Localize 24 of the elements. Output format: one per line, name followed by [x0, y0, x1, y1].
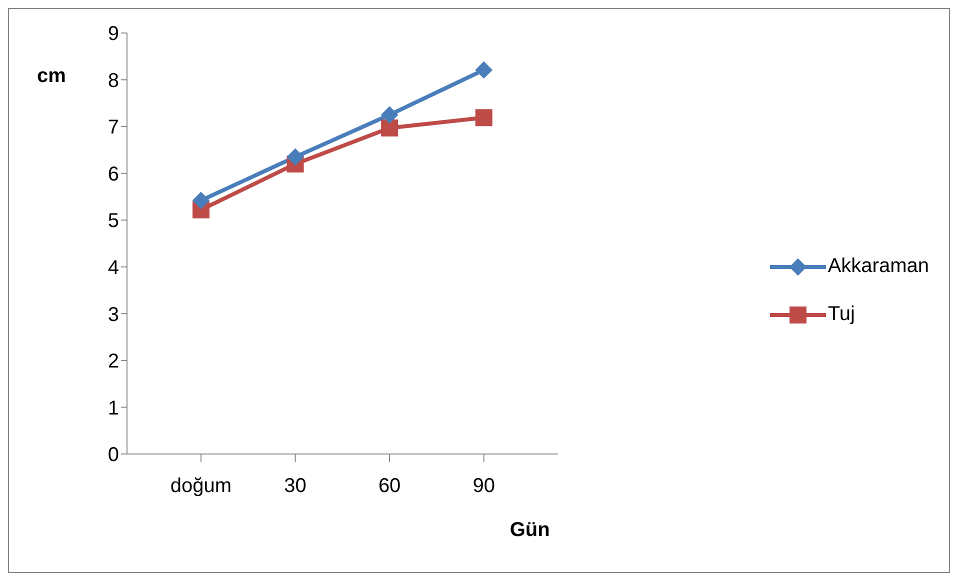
y-tick-label: 8: [108, 70, 119, 92]
y-axis-title: cm: [37, 65, 66, 88]
point: [381, 106, 398, 124]
legend-label: Tuj: [828, 303, 855, 326]
y-tick-label: 6: [108, 163, 119, 186]
y-tick-label: 2: [108, 350, 119, 373]
y-tick-label: 0: [108, 444, 119, 466]
y-tick-label: 3: [108, 304, 119, 326]
y-tick-label: 9: [108, 23, 119, 46]
x-tick-label: 90: [472, 475, 495, 498]
y-tick-label: 5: [108, 210, 119, 232]
x-tick-label: doğum: [170, 475, 232, 498]
x-tick-label: 60: [378, 475, 401, 498]
y-tick-label: 4: [108, 256, 119, 279]
point: [475, 61, 492, 78]
point: [475, 109, 492, 126]
x-tick-label: 30: [284, 475, 306, 498]
y-tick-label: 1: [108, 397, 119, 420]
legend-label: Akkaraman: [828, 255, 929, 278]
x-axis-title: Gün: [510, 519, 550, 541]
point: [286, 148, 304, 166]
point: [192, 192, 210, 209]
point: [381, 119, 398, 136]
y-tick-label: 7: [108, 116, 119, 139]
